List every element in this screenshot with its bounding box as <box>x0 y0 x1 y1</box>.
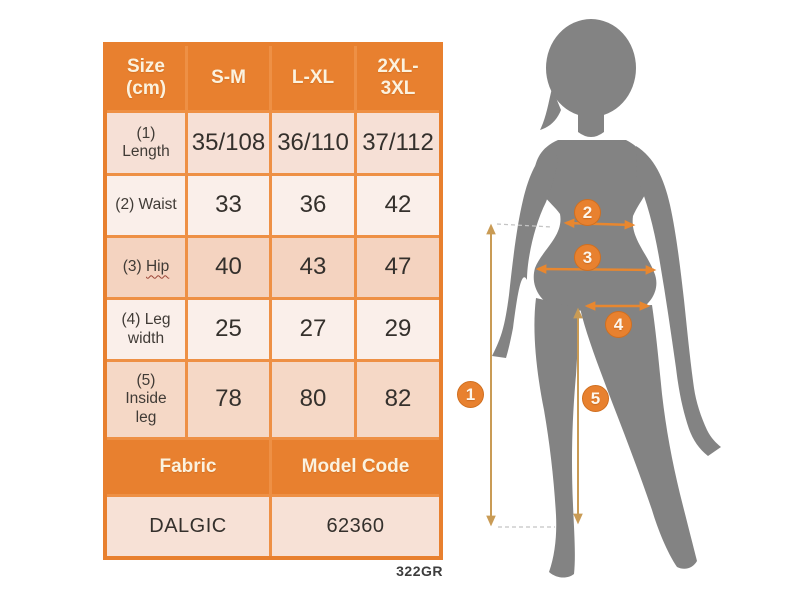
size-value: 33 <box>188 176 269 235</box>
model-code-header: Model Code <box>272 440 439 494</box>
row-label-length: (1) Length <box>107 113 185 173</box>
size-column-header-2xl3xl: 2XL- 3XL <box>357 46 439 110</box>
left-arm <box>492 146 558 358</box>
measurement-arrow-3-hip <box>535 264 657 275</box>
neck <box>578 98 604 137</box>
size-value: 29 <box>357 300 439 359</box>
product-code: 322GR <box>396 563 443 579</box>
size-value: 47 <box>357 238 439 297</box>
size-value: 43 <box>272 238 354 297</box>
row-label-waist: (2) Waist <box>107 176 185 235</box>
size-value: 36/110 <box>272 113 354 173</box>
body-silhouette-figure <box>486 19 721 578</box>
row-label-hip: (3) Hip <box>107 238 185 297</box>
right-leg <box>580 305 697 569</box>
hair-flick <box>540 88 561 130</box>
dashed-guide-top <box>496 223 553 228</box>
size-table-corner-header: Size (cm) <box>107 46 185 110</box>
size-value: 40 <box>188 238 269 297</box>
size-value: 42 <box>357 176 439 235</box>
measurement-badge-1: 1 <box>457 381 484 408</box>
size-value: 25 <box>188 300 269 359</box>
size-value: 36 <box>272 176 354 235</box>
measurement-badge-5: 5 <box>582 385 609 412</box>
size-table: Size (cm) S-M L-XL 2XL- 3XL (1) Length 3… <box>103 42 443 560</box>
fabric-value: DALGIC <box>107 497 269 556</box>
right-arm <box>636 146 721 456</box>
row-label-hip-text: (3) Hip <box>122 258 170 276</box>
measurement-badge-3: 3 <box>574 244 601 271</box>
size-column-header-sm: S-M <box>188 46 269 110</box>
measurement-arrow-2-waist <box>563 218 636 230</box>
size-value: 78 <box>188 362 269 437</box>
hip-word-wavy-underline: Hip <box>145 258 170 276</box>
measurement-badge-2: 2 <box>574 199 601 226</box>
row-label-leg-width: (4) Leg width <box>107 300 185 359</box>
size-value: 80 <box>272 362 354 437</box>
size-value: 82 <box>357 362 439 437</box>
row-label-inside-leg: (5) Inside leg <box>107 362 185 437</box>
measurement-badge-4: 4 <box>605 311 632 338</box>
left-leg <box>534 298 579 578</box>
head <box>546 19 636 117</box>
size-column-header-lxl: L-XL <box>272 46 354 110</box>
size-value: 27 <box>272 300 354 359</box>
fabric-header: Fabric <box>107 440 269 494</box>
size-value: 37/112 <box>357 113 439 173</box>
body-silhouette <box>492 19 721 578</box>
size-value: 35/108 <box>188 113 269 173</box>
model-code-value: 62360 <box>272 497 439 556</box>
